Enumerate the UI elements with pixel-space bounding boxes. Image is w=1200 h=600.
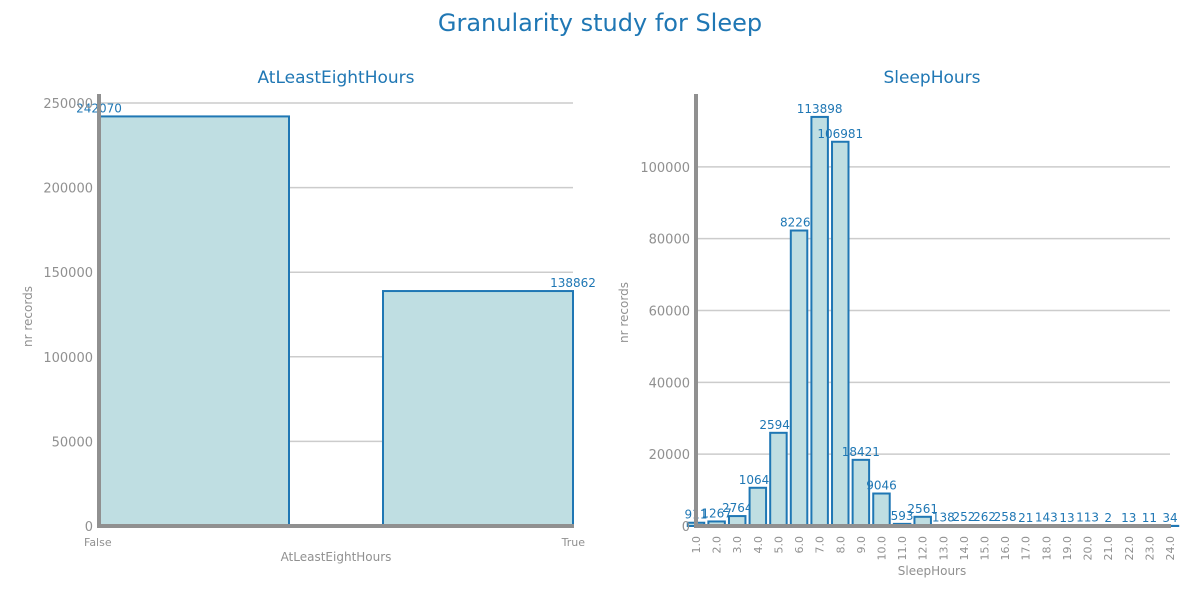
x-tick-label: 18.0 (1040, 536, 1053, 561)
bar (851, 458, 871, 528)
data-label: 106981 (817, 127, 863, 141)
x-tick-label: 9.0 (855, 536, 868, 554)
x-tick-label: 23.0 (1143, 536, 1156, 561)
data-label: 21 (1018, 511, 1033, 525)
data-label: 82268 (780, 216, 818, 230)
x-tick-label: True (561, 536, 586, 549)
data-label: 10642 (739, 473, 777, 487)
x-tick-label: 16.0 (999, 536, 1012, 561)
bar (789, 229, 809, 528)
y-tick-label: 250000 (43, 97, 93, 112)
data-label: 13 (1059, 511, 1074, 525)
x-tick-label: 2.0 (711, 536, 724, 554)
x-axis-label: SleepHours (898, 564, 967, 578)
x-tick-label: 20.0 (1082, 536, 1095, 561)
y-tick-label: 50000 (52, 435, 93, 450)
y-tick-label: 20000 (649, 448, 690, 463)
x-tick-label: 10.0 (875, 536, 888, 561)
x-tick-label: False (84, 536, 112, 549)
y-tick-label: 0 (682, 520, 690, 535)
data-label: 13 (1121, 511, 1136, 525)
y-tick-label: 40000 (649, 376, 690, 391)
x-tick-label: 6.0 (793, 536, 806, 554)
figure-title: Granularity study for Sleep (438, 9, 762, 37)
data-label: 2 (1104, 511, 1112, 525)
y-tick-label: 100000 (640, 161, 690, 176)
bar (748, 486, 768, 528)
subplot-title: AtLeastEightHours (257, 68, 414, 88)
x-tick-label: 14.0 (958, 536, 971, 561)
data-label: 113 (1076, 511, 1099, 525)
bar (810, 115, 829, 527)
x-tick-label: 19.0 (1061, 536, 1074, 561)
x-tick-label: 13.0 (937, 536, 950, 561)
data-label: 9046 (866, 479, 897, 493)
x-tick-label: 15.0 (979, 536, 992, 561)
x-tick-label: 1.0 (690, 536, 703, 554)
x-tick-label: 11.0 (896, 536, 909, 561)
x-tick-label: 24.0 (1164, 536, 1177, 561)
bar (872, 492, 891, 528)
y-tick-label: 100000 (43, 351, 93, 366)
bar (98, 115, 290, 527)
data-label: 2561 (907, 502, 938, 516)
data-label: 11 (1142, 511, 1157, 525)
data-label: 258 (994, 510, 1017, 524)
bar (769, 431, 788, 528)
x-tick-label: 17.0 (1020, 536, 1033, 561)
x-tick-label: 7.0 (814, 536, 827, 554)
x-tick-label: 3.0 (731, 536, 744, 554)
x-tick-label: 8.0 (834, 536, 847, 554)
x-tick-label: 12.0 (917, 536, 930, 561)
subplot-title: SleepHours (883, 68, 980, 88)
y-tick-label: 200000 (43, 182, 93, 197)
data-label: 2764 (722, 501, 753, 515)
y-tick-label: 150000 (43, 266, 93, 281)
x-axis-label: AtLeastEightHours (281, 550, 392, 564)
data-label: 1267 (701, 506, 732, 520)
data-label: 252 (952, 510, 975, 524)
bar (831, 140, 850, 527)
y-tick-label: 60000 (649, 305, 690, 320)
data-label: 262 (973, 510, 996, 524)
data-label: 18421 (842, 445, 880, 459)
bar (382, 290, 574, 527)
data-label: 593 (891, 509, 914, 523)
data-label: 25944 (759, 418, 797, 432)
y-tick-label: 80000 (649, 233, 690, 248)
data-label: 143 (1035, 510, 1058, 524)
data-label: 113898 (797, 102, 843, 116)
y-tick-label: 0 (85, 520, 93, 535)
data-label: 34 (1162, 511, 1177, 525)
y-axis-label: nr records (617, 282, 631, 343)
y-axis-label: nr records (21, 286, 35, 347)
data-label: 138 (932, 511, 955, 525)
x-tick-label: 4.0 (752, 536, 765, 554)
x-tick-label: 5.0 (772, 536, 785, 554)
data-label: 138862 (550, 276, 596, 290)
x-tick-label: 22.0 (1123, 536, 1136, 561)
x-tick-label: 21.0 (1102, 536, 1115, 561)
